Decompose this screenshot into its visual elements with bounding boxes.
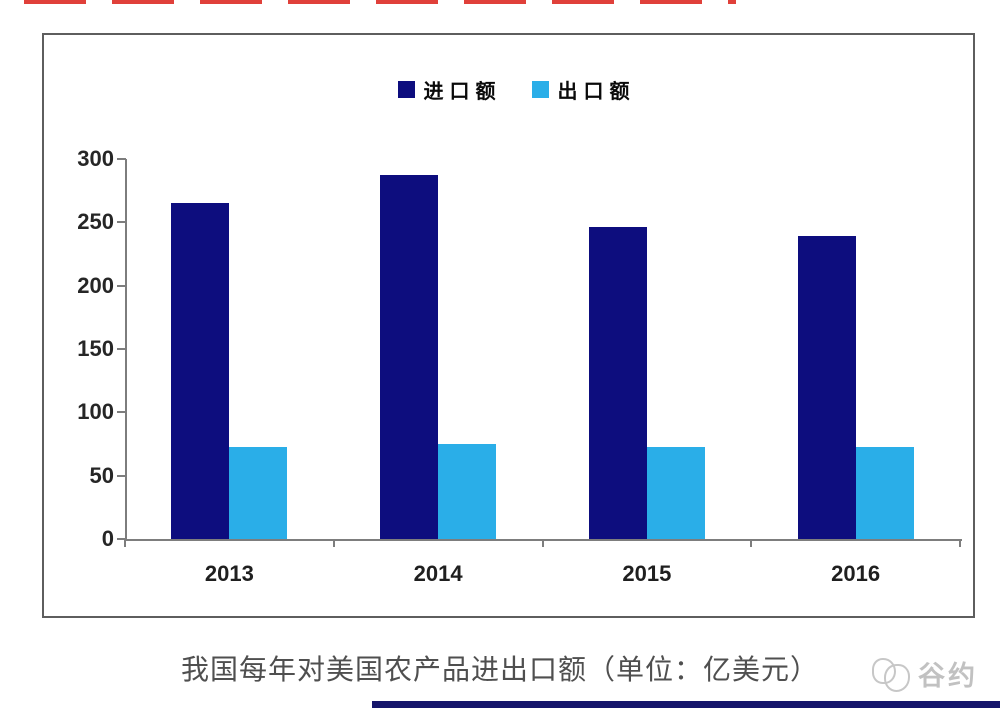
export-bar-2015	[646, 447, 705, 539]
x-tick-label: 2013	[204, 561, 254, 586]
import-bar-2013	[171, 203, 230, 539]
x-axis-tick	[124, 539, 126, 547]
y-tick-label: 200	[77, 272, 114, 298]
export-bar-2013	[229, 447, 288, 539]
y-axis-tick	[117, 348, 126, 350]
import-bar-2014	[380, 175, 439, 539]
import-bar-2015	[588, 227, 647, 539]
x-axis-tick	[750, 539, 753, 547]
y-tick-label: 0	[101, 526, 114, 551]
watermark-text: 谷约	[918, 660, 978, 691]
import-color-swatch	[397, 81, 415, 98]
legend-item-import: 进口额	[397, 75, 502, 104]
legend-item-export: 出口额	[531, 75, 636, 104]
export-bar-2014	[438, 444, 497, 539]
bar-group-2015	[543, 159, 752, 539]
x-tick-label: 2015	[622, 561, 672, 586]
y-axis-tick	[117, 538, 126, 540]
y-tick-label: 100	[77, 399, 114, 425]
y-tick-label: 300	[77, 146, 114, 171]
top-red-dashed-divider	[24, 0, 736, 4]
chart-legend: 进口额 出口额	[44, 75, 973, 104]
import-bar-2016	[797, 236, 856, 539]
export-bar-2016	[855, 447, 914, 539]
y-axis-tick	[117, 411, 126, 414]
chart-panel: 进口额 出口额 0 50 100 150 200 250 300 2013 2014 2015 20…	[42, 33, 975, 618]
x-axis-tick	[332, 539, 335, 547]
x-axis-tick	[541, 539, 544, 547]
chart-caption: 我国每年对美国农产品进出口额（单位：亿美元）	[180, 654, 819, 685]
export-color-swatch	[531, 81, 549, 98]
y-axis-tick	[117, 474, 126, 477]
bar-group-2013	[125, 159, 334, 539]
x-tick-label: 2014	[413, 561, 463, 586]
bar-group-2014	[334, 159, 543, 539]
bottom-navy-strip	[372, 701, 1000, 708]
y-axis-tick	[117, 284, 126, 287]
y-tick-label: 150	[77, 336, 114, 361]
y-tick-label: 250	[77, 209, 114, 235]
x-tick-label: 2016	[831, 561, 881, 586]
y-axis-line	[125, 159, 127, 541]
legend-label-export: 出口额	[557, 81, 636, 103]
x-axis-line	[125, 539, 962, 541]
x-axis-tick	[959, 539, 961, 547]
y-tick-label: 50	[89, 462, 114, 488]
y-axis-tick	[117, 158, 126, 160]
guyue-logo-icon	[872, 654, 910, 692]
watermark: 谷约	[872, 648, 996, 698]
bar-group-2016	[751, 159, 960, 539]
y-axis-tick	[117, 221, 126, 224]
legend-label-import: 进口额	[423, 81, 502, 103]
